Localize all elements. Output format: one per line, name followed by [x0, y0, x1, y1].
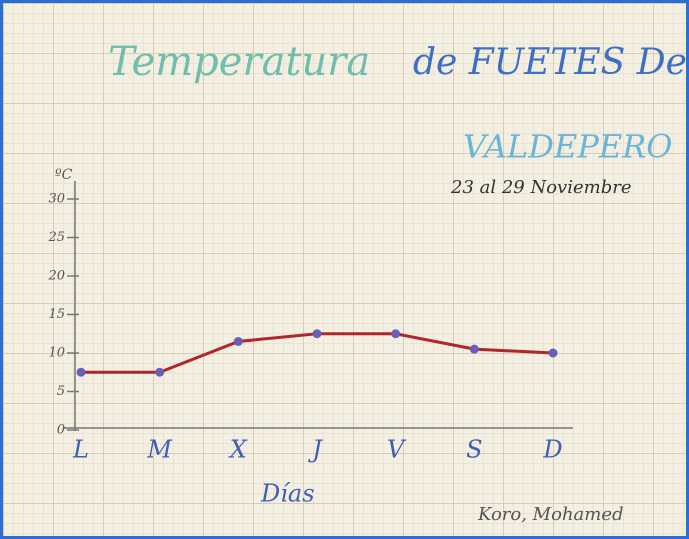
- point: [469, 344, 479, 354]
- chart-subtitle: 23 al 29 Noviembre: [450, 177, 631, 198]
- x-tick-label: D: [542, 436, 562, 464]
- x-tick-label: V: [387, 436, 407, 464]
- point: [391, 329, 401, 339]
- x-tick-label: L: [72, 436, 89, 464]
- x-tick-label: X: [228, 436, 248, 464]
- x-tick-label: S: [466, 436, 482, 464]
- line: [81, 332, 554, 374]
- chart-title: de FUETES De: [413, 42, 686, 83]
- x-tick-label: M: [146, 436, 173, 464]
- x-tick-label: J: [307, 436, 323, 464]
- x-axis-label: Días: [260, 480, 315, 508]
- y-tick-label: 15: [48, 307, 65, 322]
- y-tick-label: 0: [57, 423, 65, 438]
- point: [312, 329, 322, 339]
- y-tick-label: 25: [47, 230, 65, 245]
- y-tick-label: 5: [57, 384, 65, 399]
- point: [233, 336, 243, 346]
- point: [548, 348, 558, 358]
- point: [76, 367, 86, 377]
- y-tick-label: 20: [47, 269, 65, 284]
- chart-title: VALDEPERO: [463, 128, 673, 166]
- y-tick-label: 10: [48, 346, 65, 361]
- chart: Temperatura de FUETES De VALDEPERO 23 al…: [47, 39, 686, 525]
- author: Koro, Mohamed: [477, 504, 624, 525]
- chart-title: Temperatura: [108, 39, 370, 85]
- y-axis-label: ºC: [55, 167, 73, 183]
- point: [155, 367, 165, 377]
- y-tick-label: 30: [48, 192, 65, 207]
